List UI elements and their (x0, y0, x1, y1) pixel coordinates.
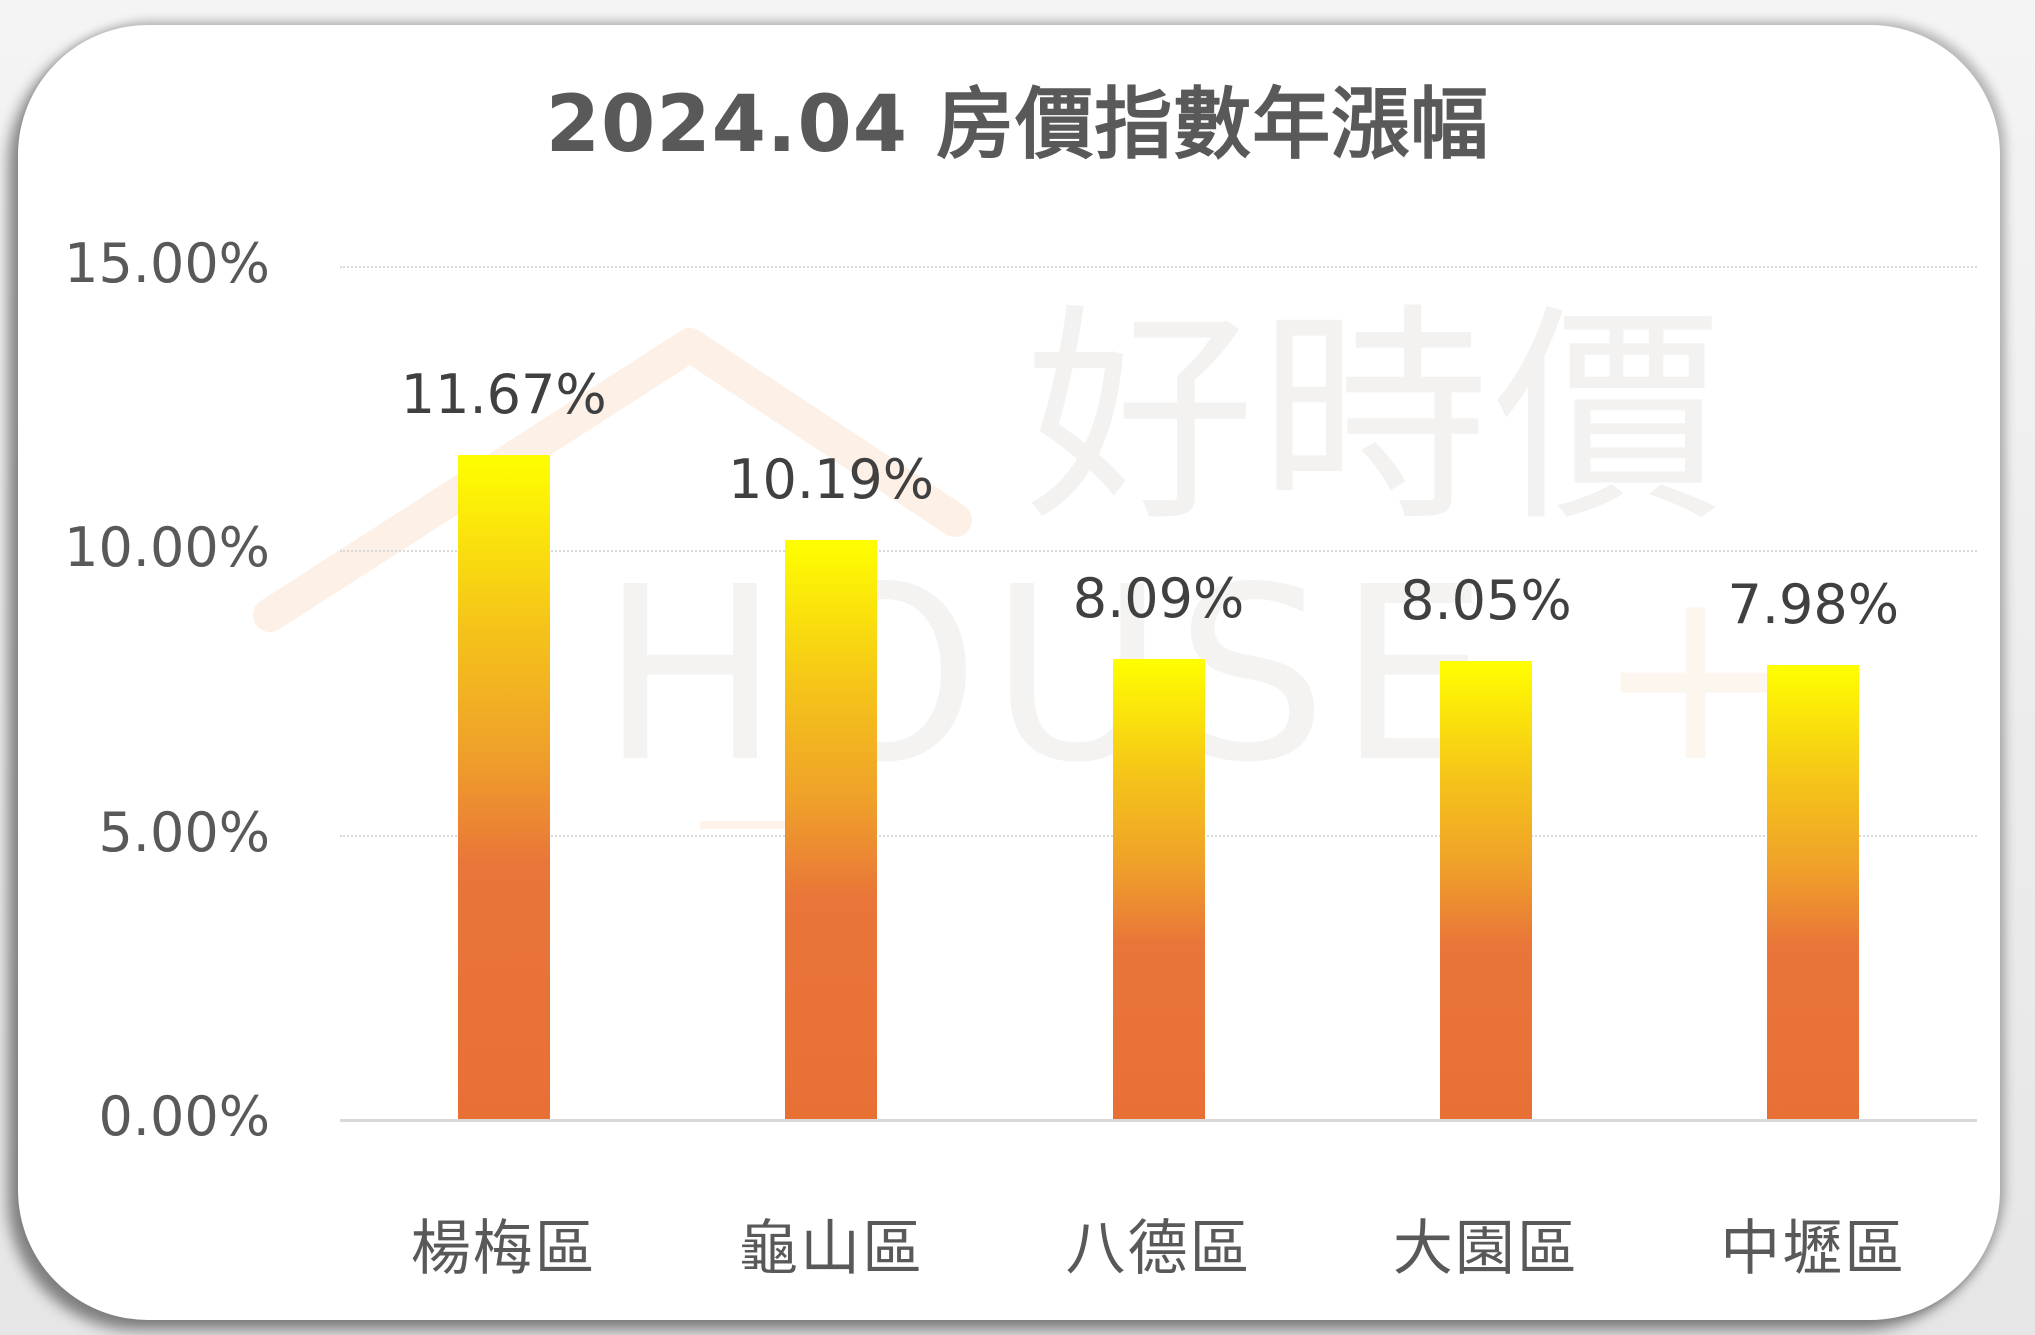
bar (457, 455, 550, 1119)
bar (785, 539, 878, 1119)
x-category-label: 中壢區 (1720, 1214, 1907, 1284)
x-category-label: 龜山區 (738, 1214, 925, 1284)
data-label: 7.98% (1727, 573, 1900, 637)
data-label: 10.19% (728, 447, 935, 511)
gridline (340, 550, 1977, 553)
y-tick-label: 15.00% (64, 232, 270, 295)
data-label: 11.67% (400, 363, 607, 427)
bar (1112, 658, 1205, 1119)
gridline (340, 266, 1977, 268)
y-tick-label: 10.00% (64, 516, 270, 580)
x-axis-line (340, 1119, 1977, 1122)
bar (1767, 665, 1860, 1119)
watermark-plus: + (1595, 535, 1797, 815)
data-label: 8.05% (1400, 569, 1572, 633)
watermark-english: HOUSE (600, 535, 1500, 815)
x-category-label: 楊梅區 (410, 1214, 597, 1284)
bar (1439, 661, 1532, 1119)
x-category-label: 八德區 (1065, 1214, 1252, 1284)
watermark-chinese: 好時價 (1025, 286, 1728, 553)
chart-card (18, 25, 2000, 1320)
y-tick-label: 0.00% (98, 1085, 270, 1148)
x-category-label: 大園區 (1392, 1214, 1579, 1284)
chart-title: 2024.04 房價指數年漲幅 (545, 80, 1490, 170)
y-tick-label: 5.00% (98, 800, 270, 864)
data-label: 8.09% (1072, 566, 1245, 630)
